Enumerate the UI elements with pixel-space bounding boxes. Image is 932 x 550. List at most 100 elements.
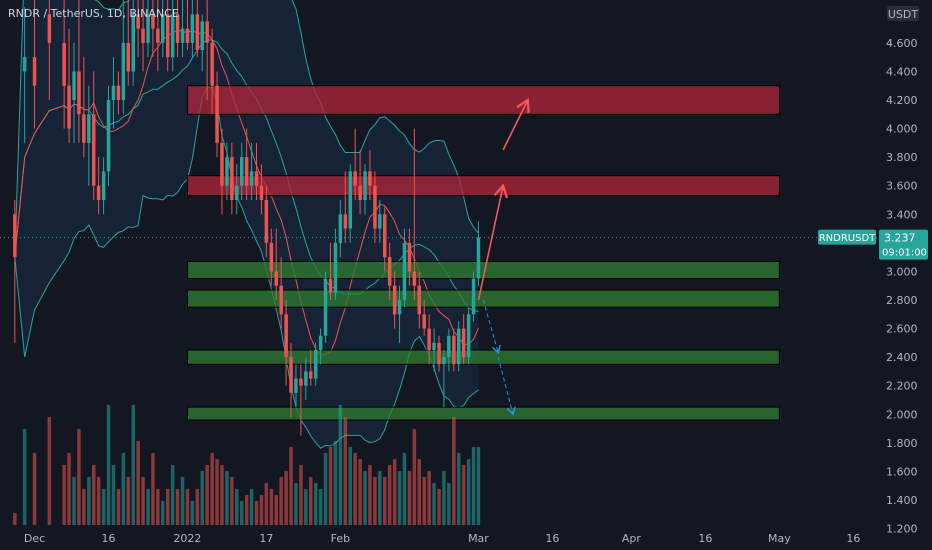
candle-body[interactable] bbox=[387, 257, 392, 286]
candle-body[interactable] bbox=[447, 335, 451, 358]
candle-body[interactable] bbox=[166, 14, 170, 58]
candle-body[interactable] bbox=[67, 85, 71, 129]
candle-body[interactable] bbox=[284, 314, 288, 358]
candle-body[interactable] bbox=[200, 21, 205, 50]
candle-body[interactable] bbox=[457, 328, 461, 365]
candle-body[interactable] bbox=[195, 14, 200, 51]
candle-body[interactable] bbox=[62, 42, 66, 86]
candle-body[interactable] bbox=[126, 42, 131, 72]
candle-body[interactable] bbox=[333, 242, 338, 293]
candle-body[interactable] bbox=[249, 171, 254, 186]
candle-body[interactable] bbox=[146, 14, 150, 43]
candle-body[interactable] bbox=[72, 71, 76, 100]
candle-body[interactable] bbox=[353, 171, 357, 186]
candle-body[interactable] bbox=[259, 185, 264, 200]
candle-body[interactable] bbox=[309, 371, 313, 379]
candle-body[interactable] bbox=[220, 142, 224, 186]
candle-body[interactable] bbox=[412, 271, 417, 286]
candle-body[interactable] bbox=[432, 342, 436, 350]
candle-body[interactable] bbox=[205, 21, 209, 43]
candle-body[interactable] bbox=[471, 278, 476, 315]
candle-body[interactable] bbox=[13, 214, 17, 258]
candle-body[interactable] bbox=[22, 57, 27, 72]
candle-body[interactable] bbox=[279, 285, 283, 315]
candle-body[interactable] bbox=[156, 28, 160, 43]
candle-body[interactable] bbox=[101, 171, 106, 200]
candle-body[interactable] bbox=[141, 28, 145, 43]
candle-body[interactable] bbox=[328, 278, 333, 293]
candle-body[interactable] bbox=[240, 157, 244, 186]
candle-body[interactable] bbox=[131, 14, 136, 72]
candles-layer[interactable] bbox=[13, 0, 481, 436]
candle-body[interactable] bbox=[87, 114, 91, 143]
candle-body[interactable] bbox=[136, 14, 140, 29]
candle-body[interactable] bbox=[96, 185, 101, 200]
candle-body[interactable] bbox=[299, 378, 303, 386]
candle-body[interactable] bbox=[343, 214, 348, 229]
candle-body[interactable] bbox=[77, 71, 81, 115]
candle-body[interactable] bbox=[323, 278, 328, 336]
candle-body[interactable] bbox=[274, 271, 279, 286]
support-zone-3[interactable] bbox=[186, 349, 780, 365]
candle-body[interactable] bbox=[116, 85, 121, 100]
candle-body[interactable] bbox=[452, 335, 456, 365]
support-zone-4[interactable] bbox=[186, 406, 780, 421]
candle-body[interactable] bbox=[264, 200, 269, 243]
candle-body[interactable] bbox=[422, 314, 427, 329]
candle-body[interactable] bbox=[111, 85, 116, 100]
candle-body[interactable] bbox=[151, 14, 155, 29]
candle-body[interactable] bbox=[190, 14, 195, 43]
candle-body[interactable] bbox=[318, 335, 323, 350]
volume-bar bbox=[166, 489, 170, 525]
candle-body[interactable] bbox=[121, 42, 126, 100]
resistance-zone-2[interactable] bbox=[186, 175, 780, 197]
candle-body[interactable] bbox=[215, 85, 219, 143]
candle-body[interactable] bbox=[466, 314, 471, 358]
candle-body[interactable] bbox=[225, 157, 229, 186]
candle-body[interactable] bbox=[170, 14, 175, 58]
candle-body[interactable] bbox=[269, 242, 274, 272]
candle-body[interactable] bbox=[161, 14, 165, 43]
volume-bar bbox=[151, 453, 155, 525]
candle-body[interactable] bbox=[363, 171, 367, 200]
candle-body[interactable] bbox=[383, 214, 387, 258]
candle-body[interactable] bbox=[397, 300, 402, 315]
candle-body[interactable] bbox=[392, 285, 397, 315]
candle-body[interactable] bbox=[210, 42, 214, 86]
volume-bar bbox=[299, 465, 303, 525]
candle-body[interactable] bbox=[314, 350, 318, 379]
candle-body[interactable] bbox=[92, 114, 96, 186]
candle-body[interactable] bbox=[442, 357, 446, 365]
candle-body[interactable] bbox=[461, 328, 466, 358]
candle-body[interactable] bbox=[378, 214, 382, 229]
candle-body[interactable] bbox=[32, 57, 37, 86]
candle-body[interactable] bbox=[175, 14, 180, 43]
candle-body[interactable] bbox=[368, 171, 372, 186]
candle-body[interactable] bbox=[476, 237, 481, 279]
time-tick-label: Apr bbox=[622, 532, 642, 545]
candle-body[interactable] bbox=[244, 157, 249, 186]
resistance-zone-1[interactable] bbox=[186, 85, 780, 115]
candle-body[interactable] bbox=[180, 28, 185, 43]
candle-body[interactable] bbox=[338, 214, 343, 243]
candle-body[interactable] bbox=[230, 157, 234, 200]
candle-body[interactable] bbox=[185, 28, 190, 43]
candle-body[interactable] bbox=[47, 14, 52, 43]
candle-body[interactable] bbox=[407, 242, 412, 272]
candle-body[interactable] bbox=[304, 371, 308, 386]
candle-body[interactable] bbox=[289, 357, 293, 393]
candle-body[interactable] bbox=[402, 242, 407, 300]
candle-body[interactable] bbox=[427, 328, 431, 350]
candle-body[interactable] bbox=[82, 114, 86, 143]
candle-body[interactable] bbox=[254, 171, 259, 186]
candle-body[interactable] bbox=[348, 171, 353, 229]
candle-body[interactable] bbox=[235, 185, 239, 200]
candle-body[interactable] bbox=[417, 285, 422, 315]
candle-body[interactable] bbox=[294, 378, 298, 393]
candle-body[interactable] bbox=[358, 185, 362, 200]
candle-body[interactable] bbox=[437, 342, 441, 365]
candle-body[interactable] bbox=[373, 185, 377, 229]
candle-body[interactable] bbox=[106, 100, 111, 172]
